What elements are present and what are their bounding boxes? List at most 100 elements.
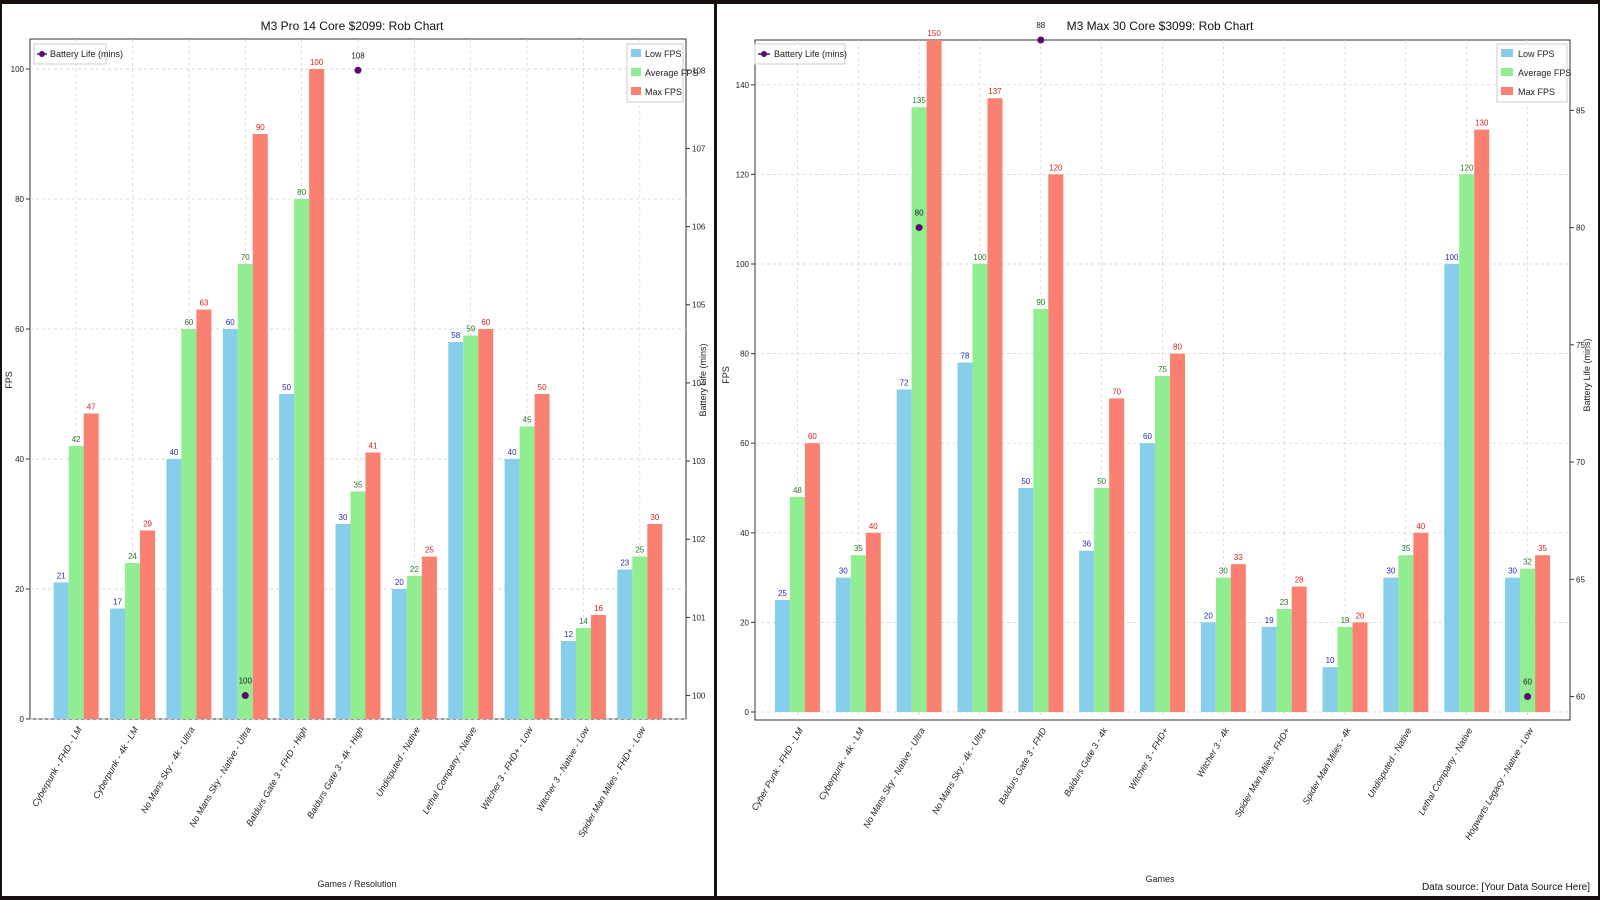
avg-fps-value-label: 35 — [354, 481, 363, 490]
low-fps-bar — [504, 459, 520, 719]
max-fps-bar — [1535, 555, 1551, 712]
avg-fps-value-label: 59 — [466, 325, 475, 334]
max-fps-bar — [1109, 398, 1125, 712]
battery-point — [1037, 36, 1045, 44]
y2-tick-label: 107 — [692, 144, 706, 153]
max-fps-value-label: 41 — [369, 442, 378, 451]
avg-fps-bar — [1520, 568, 1536, 712]
low-fps-bar — [835, 577, 851, 712]
avg-fps-value-label: 45 — [523, 416, 532, 425]
low-fps-bar — [560, 641, 576, 719]
low-fps-bar — [166, 459, 182, 719]
avg-fps-bar — [181, 329, 197, 719]
left-y-axis-label: FPS — [4, 371, 14, 389]
low-fps-value-label: 60 — [226, 318, 235, 327]
max-fps-bar — [365, 452, 381, 719]
legend-battery-marker-icon — [39, 51, 45, 57]
avg-fps-value-label: 35 — [854, 544, 863, 553]
y2-tick-label: 80 — [1576, 224, 1585, 233]
legend-low-swatch-icon — [631, 49, 641, 57]
low-fps-value-label: 21 — [57, 572, 66, 581]
max-fps-value-label: 20 — [1356, 611, 1365, 620]
right-fps-legend: Low FPS Average FPS Max FPS — [1496, 43, 1571, 103]
y-tick-label: 40 — [740, 529, 749, 538]
right-chart-title: M3 Max 30 Core $3099: Rob Chart — [1067, 19, 1254, 33]
low-fps-bar — [222, 329, 238, 719]
low-fps-bar — [1383, 577, 1399, 712]
max-fps-value-label: 30 — [650, 513, 659, 522]
avg-fps-bar — [972, 264, 988, 712]
avg-fps-value-label: 75 — [1158, 365, 1167, 374]
max-fps-value-label: 63 — [199, 299, 208, 308]
low-fps-value-label: 17 — [113, 598, 122, 607]
y2-tick-label: 100 — [692, 692, 706, 701]
max-fps-bar — [196, 309, 212, 719]
legend-max-swatch-icon — [631, 87, 641, 95]
low-fps-value-label: 23 — [620, 559, 629, 568]
low-fps-bar — [774, 600, 790, 712]
avg-fps-bar — [463, 335, 479, 719]
battery-value-label: 88 — [1036, 21, 1045, 30]
low-fps-value-label: 12 — [564, 630, 573, 639]
low-fps-value-label: 30 — [839, 567, 848, 576]
max-fps-bar — [804, 443, 820, 712]
battery-value-label: 108 — [351, 51, 365, 60]
left-legend-max-label: Max FPS — [645, 87, 682, 97]
max-fps-value-label: 47 — [87, 403, 96, 412]
max-fps-value-label: 70 — [1112, 387, 1121, 396]
y2-tick-label: 108 — [692, 66, 706, 75]
low-fps-bar — [391, 589, 407, 719]
max-fps-value-label: 40 — [1416, 522, 1425, 531]
y-tick-label: 100 — [736, 260, 750, 269]
avg-fps-bar — [237, 264, 253, 719]
right-chart-panel: M3 Max 30 Core $3099: Rob Chart 25 30 72 78… — [717, 4, 1598, 896]
right-battery-legend: Battery Life (mins) — [754, 43, 847, 65]
y2-tick-label: 103 — [692, 457, 706, 466]
low-fps-bar — [1505, 577, 1521, 712]
avg-fps-bar — [1459, 174, 1475, 712]
max-fps-bar — [252, 134, 268, 719]
battery-value-label: 80 — [915, 209, 924, 218]
avg-fps-bar — [1276, 608, 1292, 712]
low-fps-bar — [279, 394, 295, 719]
low-fps-bar — [1018, 488, 1034, 712]
max-fps-bar — [421, 556, 437, 719]
left-y-axis-ticks: 0 20 40 60 80 100 — [11, 65, 30, 724]
y-tick-label: 40 — [15, 455, 24, 464]
max-fps-bar — [140, 530, 156, 719]
avg-fps-bar — [1215, 577, 1231, 712]
avg-fps-value-label: 23 — [1280, 598, 1289, 607]
max-fps-bar — [1474, 129, 1490, 713]
avg-fps-value-label: 60 — [184, 318, 193, 327]
avg-fps-value-label: 35 — [1401, 544, 1410, 553]
y-tick-label: 0 — [20, 715, 25, 724]
y2-tick-label: 104 — [692, 379, 706, 388]
y2-tick-label: 60 — [1576, 693, 1585, 702]
low-fps-value-label: 30 — [1508, 567, 1517, 576]
battery-point — [354, 66, 362, 74]
low-fps-value-label: 30 — [1386, 567, 1395, 576]
low-fps-value-label: 72 — [900, 378, 909, 387]
low-fps-bar — [896, 389, 912, 712]
low-fps-bar — [617, 569, 633, 719]
avg-fps-value-label: 48 — [793, 486, 802, 495]
low-fps-value-label: 36 — [1082, 540, 1091, 549]
left-battery-markers: 100 108 — [239, 51, 365, 700]
avg-fps-bar — [294, 199, 310, 719]
low-fps-bar — [1200, 622, 1216, 712]
max-fps-value-label: 33 — [1234, 553, 1243, 562]
max-fps-value-label: 35 — [1538, 544, 1547, 553]
max-fps-value-label: 25 — [425, 546, 434, 555]
avg-fps-bar — [1337, 626, 1353, 712]
avg-fps-bar — [575, 628, 591, 719]
avg-fps-bar — [350, 491, 366, 719]
max-fps-value-label: 60 — [481, 318, 490, 327]
low-fps-value-label: 58 — [451, 331, 460, 340]
y2-tick-label: 65 — [1576, 575, 1585, 584]
low-fps-bar — [448, 342, 464, 719]
max-fps-bar — [1291, 586, 1307, 712]
low-fps-bar — [1140, 443, 1155, 712]
max-fps-value-label: 50 — [538, 383, 547, 392]
avg-fps-value-label: 22 — [410, 565, 419, 574]
